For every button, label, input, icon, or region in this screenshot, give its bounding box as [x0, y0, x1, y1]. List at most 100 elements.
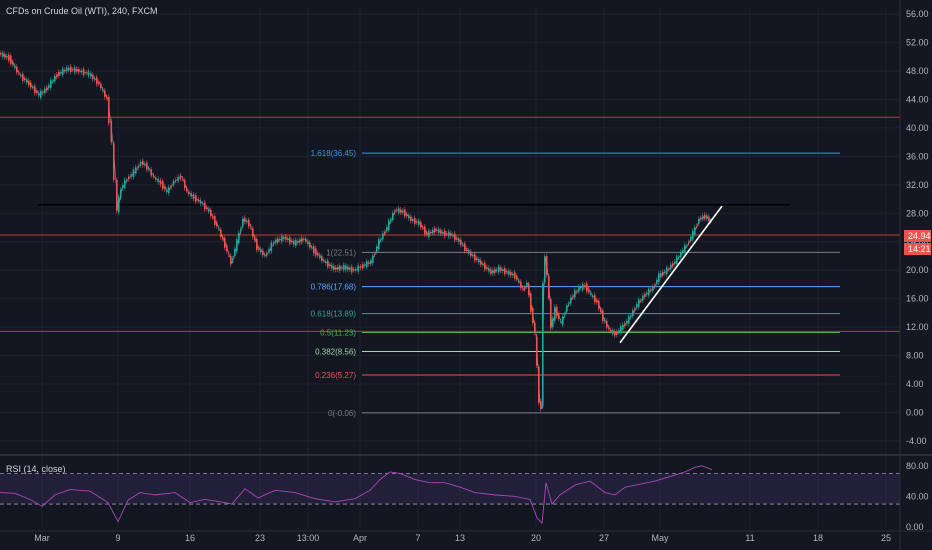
candle-body — [526, 282, 528, 287]
candle-body — [688, 242, 690, 244]
candle-body — [87, 71, 90, 76]
candle-body — [42, 92, 44, 93]
fib-level-label: 0.5(11.23) — [320, 329, 356, 338]
candle-body — [135, 167, 137, 174]
candle-body — [58, 72, 60, 76]
candle-body — [104, 90, 106, 97]
candle-body — [654, 285, 656, 287]
candle-body — [586, 283, 588, 292]
candle-body — [696, 225, 698, 227]
candle-body — [168, 187, 170, 194]
candle-body — [321, 256, 323, 261]
chart-title: CFDs on Crude Oil (WTI), 240, FXCM — [6, 6, 158, 16]
fib-level-label: 0(-0.06) — [328, 409, 356, 418]
candle-body — [18, 72, 20, 74]
candle-body — [444, 230, 446, 237]
candle-body — [40, 90, 42, 98]
rsi-line — [0, 465, 713, 525]
candle-body — [682, 250, 684, 254]
candle-body — [297, 241, 299, 243]
candle-body — [704, 214, 706, 219]
trendline[interactable] — [619, 205, 723, 344]
candle-body — [64, 69, 66, 72]
candle-body — [564, 314, 566, 316]
candle-body — [460, 239, 462, 245]
candle-body — [598, 300, 600, 309]
countdown-badge: 14:21 — [904, 243, 931, 255]
candle-body — [620, 325, 622, 333]
candle-body — [384, 232, 386, 234]
candle-body — [698, 218, 700, 224]
candle-body — [100, 83, 102, 88]
candle-body — [204, 202, 206, 210]
candle-body — [432, 229, 434, 234]
candle-body — [56, 74, 58, 78]
candle-body — [542, 283, 544, 407]
time-tick-label: Mar — [34, 533, 50, 543]
candle-body — [130, 174, 132, 177]
candle-body — [680, 251, 682, 258]
candle-body — [38, 92, 40, 96]
candle-body — [188, 191, 190, 194]
time-tick-label: 20 — [531, 533, 541, 543]
candle-body — [664, 271, 666, 274]
candle-body — [636, 304, 638, 308]
candle-body — [92, 74, 94, 80]
candle-body — [628, 315, 630, 324]
candle-body — [602, 310, 604, 322]
candle-body — [584, 285, 586, 288]
candle-body — [574, 290, 576, 298]
candle-body — [406, 213, 408, 216]
candle-body — [157, 178, 159, 183]
trendline-group — [619, 205, 723, 344]
candle-body — [514, 272, 516, 279]
candle-body — [608, 327, 610, 329]
candle-body — [534, 323, 536, 333]
candle-body — [281, 235, 283, 242]
candle-body — [54, 75, 56, 82]
rsi-band-fill — [0, 473, 900, 505]
fib-level-label: 0.236(5.27) — [315, 371, 356, 380]
time-tick-label: 9 — [115, 533, 120, 543]
candle-body — [442, 231, 444, 234]
candle-body — [478, 259, 480, 263]
candle-body — [118, 196, 120, 213]
candle-body — [374, 254, 376, 255]
rsi-pane — [0, 465, 900, 525]
candle-body — [172, 181, 175, 185]
candle-body — [520, 281, 522, 288]
price-tick-label: 44.00 — [906, 94, 929, 104]
candle-body — [404, 209, 406, 217]
candle-body — [66, 67, 68, 72]
candle-body — [148, 168, 150, 170]
candle-body — [440, 230, 442, 234]
candle-body — [670, 264, 672, 270]
time-tick-label: 13:00 — [297, 533, 320, 543]
candle-body — [349, 267, 351, 270]
candle-body — [287, 238, 289, 240]
candle-body — [190, 193, 192, 197]
candle-body — [366, 261, 368, 268]
candle-body — [317, 253, 319, 256]
price-tick-label: -4.00 — [906, 436, 927, 446]
rsi-tick-label: 0.00 — [906, 522, 924, 532]
candle-body — [472, 255, 474, 256]
candle-body — [32, 87, 34, 88]
candle-body — [52, 81, 54, 83]
candle-body — [416, 221, 418, 223]
candle-body — [568, 303, 570, 305]
candle-body — [570, 297, 572, 304]
candle-body — [170, 185, 172, 188]
candle-body — [20, 75, 22, 76]
candle-body — [550, 299, 552, 329]
candle-body — [234, 248, 236, 256]
candle-body — [24, 78, 26, 81]
candle-body — [576, 291, 578, 293]
fib-level-label: 0.618(13.89) — [311, 310, 357, 319]
candle-body — [214, 216, 216, 225]
candle-body — [580, 287, 582, 289]
candle-body — [144, 164, 146, 166]
candle-body — [311, 247, 313, 249]
fib-level-label: 0.382(8.56) — [315, 348, 356, 357]
candle-body — [666, 267, 668, 275]
